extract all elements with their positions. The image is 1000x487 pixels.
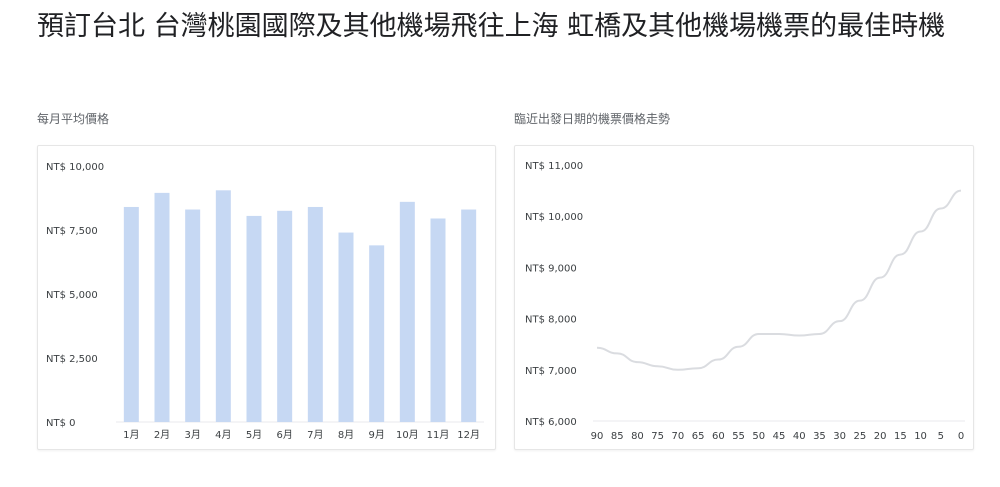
x-tick-label: 65 (692, 431, 705, 442)
x-tick-label: 50 (752, 431, 765, 442)
x-tick-label: 8月 (338, 429, 354, 441)
y-tick-label: NT$ 7,000 (525, 366, 577, 377)
x-tick-label: 75 (651, 431, 664, 442)
price-trend-line (596, 189, 962, 371)
x-tick-label: 20 (874, 431, 887, 442)
y-tick-label: NT$ 10,000 (46, 162, 104, 173)
x-tick-label: 10 (914, 431, 927, 442)
x-tick-label: 12月 (457, 429, 480, 441)
x-tick-label: 30 (833, 431, 846, 442)
bar (123, 206, 139, 422)
x-tick-label: 85 (611, 431, 624, 442)
y-tick-label: NT$ 10,000 (525, 212, 583, 223)
x-tick-label: 4月 (215, 429, 231, 441)
y-tick-label: NT$ 11,000 (525, 161, 583, 172)
x-tick-label: 90 (591, 431, 604, 442)
x-tick-label: 1月 (123, 429, 139, 441)
y-tick-label: NT$ 9,000 (525, 263, 577, 274)
monthly-price-bar-chart: NT$ 0 NT$ 2,500 NT$ 5,000 NT$ 7,500 NT$ 10,0… (46, 162, 484, 441)
price-trend-line-chart: NT$ 6,000 NT$ 7,000 NT$ 8,000 NT$ 9,000 NT$ … (525, 161, 965, 442)
y-tick-label: NT$ 2,500 (46, 354, 98, 365)
bar (430, 218, 446, 422)
x-tick-label: 5 (938, 431, 944, 442)
bar (246, 215, 262, 422)
bar (338, 232, 354, 422)
x-tick-label: 3月 (184, 429, 200, 441)
bar (154, 192, 170, 422)
x-tick-label: 11月 (427, 429, 450, 441)
x-tick-label: 0 (958, 431, 964, 442)
trend-price-label: 臨近出發日期的機票價格走勢 (514, 112, 671, 126)
trend-price-chart-card: NT$ 6,000 NT$ 7,000 NT$ 8,000 NT$ 9,000 NT$ … (514, 145, 974, 450)
x-tick-label: 35 (813, 431, 826, 442)
x-tick-label: 25 (854, 431, 867, 442)
bar (461, 209, 477, 422)
bar (369, 245, 385, 422)
bar (307, 206, 323, 422)
y-tick-label: NT$ 0 (46, 418, 76, 429)
x-tick-label: 40 (793, 431, 806, 442)
bar (277, 210, 293, 422)
x-tick-label: 2月 (154, 429, 170, 441)
y-tick-label: NT$ 6,000 (525, 417, 577, 428)
x-tick-label: 9月 (368, 429, 384, 441)
x-tick-label: 7月 (307, 429, 323, 441)
x-tick-label: 10月 (396, 429, 419, 441)
bar (215, 190, 231, 422)
x-tick-label: 70 (672, 431, 685, 442)
bar (399, 201, 415, 422)
y-tick-label: NT$ 5,000 (46, 290, 98, 301)
bar (185, 209, 201, 422)
monthly-price-label: 每月平均價格 (37, 112, 110, 126)
x-tick-label: 15 (894, 431, 907, 442)
x-tick-label: 80 (631, 431, 644, 442)
page-title: 預訂台北 台灣桃園國際及其他機場飛往上海 虹橋及其他機場機票的最佳時機 (37, 11, 946, 42)
y-tick-label: NT$ 8,000 (525, 315, 577, 326)
x-tick-label: 5月 (246, 429, 262, 441)
x-tick-label: 60 (712, 431, 725, 442)
x-tick-label: 6月 (276, 429, 292, 441)
monthly-price-chart-card: NT$ 0 NT$ 2,500 NT$ 5,000 NT$ 7,500 NT$ 10,0… (37, 145, 496, 450)
x-tick-label: 45 (773, 431, 786, 442)
x-tick-label: 55 (732, 431, 745, 442)
y-tick-label: NT$ 7,500 (46, 226, 98, 237)
